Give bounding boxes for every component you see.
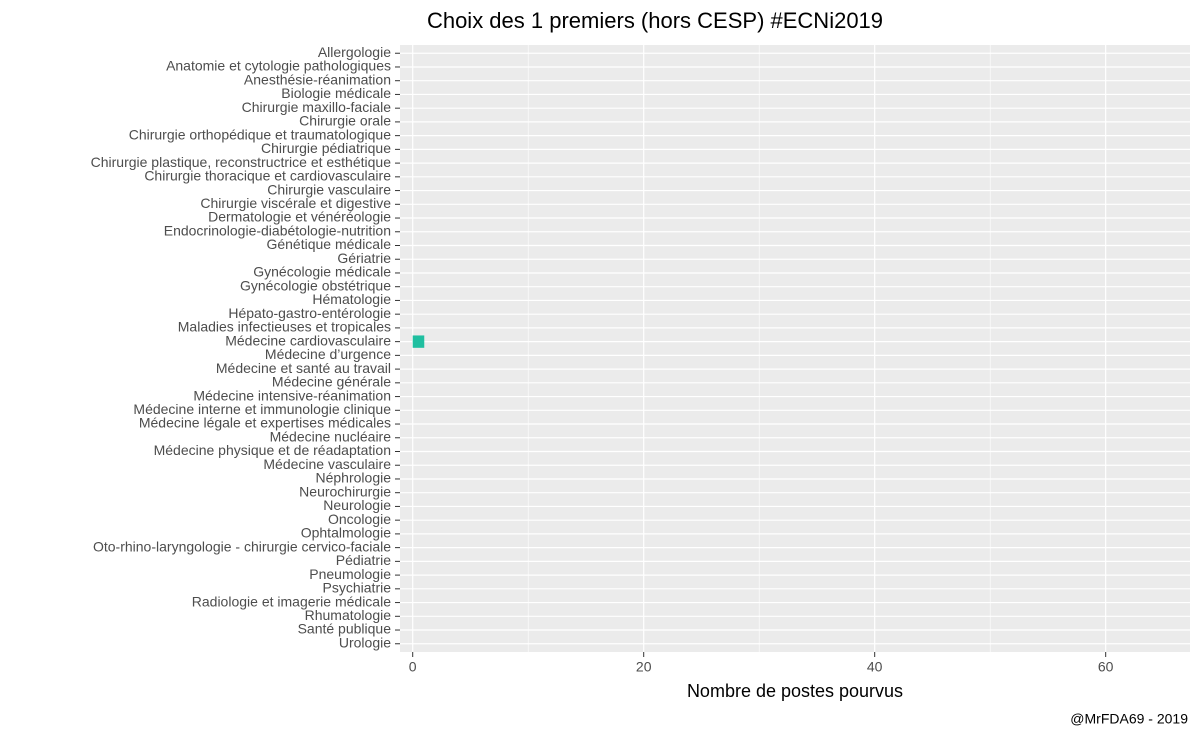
y-tick-label: Médecine interne et immunologie clinique (133, 401, 391, 417)
y-tick-label: Chirurgie plastique, reconstructrice et … (91, 154, 392, 170)
y-tick-label: Chirurgie maxillo-faciale (242, 99, 392, 115)
bar (412, 335, 425, 348)
y-tick-label: Médecine et santé au travail (216, 360, 391, 376)
y-tick-label: Gynécologie obstétrique (240, 277, 391, 293)
y-tick-label: Médecine d’urgence (265, 346, 391, 362)
y-tick-label: Rhumatologie (305, 607, 392, 623)
y-tick-label: Chirurgie viscérale et digestive (200, 195, 391, 211)
y-tick-label: Hématologie (312, 291, 391, 307)
y-tick-label: Chirurgie pédiatrique (261, 140, 391, 156)
y-tick-label: Maladies infectieuses et tropicales (178, 319, 391, 335)
x-tick-label: 60 (1098, 659, 1114, 675)
y-tick-label: Psychiatrie (323, 580, 392, 596)
y-tick-label: Néphrologie (316, 470, 392, 486)
y-tick-label: Ophtalmologie (301, 525, 391, 541)
y-tick-label: Médecine légale et expertises médicales (139, 415, 391, 431)
y-tick-label: Génétique médicale (266, 236, 391, 252)
y-tick-label: Oto-rhino-laryngologie - chirurgie cervi… (93, 538, 391, 554)
x-tick-label: 40 (867, 659, 883, 675)
x-axis-label: Nombre de postes pourvus (687, 681, 903, 701)
y-tick-label: Endocrinologie-diabétologie-nutrition (164, 222, 391, 238)
y-tick-label: Pédiatrie (336, 552, 391, 568)
chart-title: Choix des 1 premiers (hors CESP) #ECNi20… (427, 8, 883, 33)
y-tick-label: Radiologie et imagerie médicale (192, 593, 391, 609)
y-tick-label: Neurologie (323, 497, 391, 513)
y-tick-label: Neurochirurgie (299, 483, 391, 499)
y-tick-label: Médecine intensive-réanimation (193, 387, 391, 403)
y-tick-label: Médecine générale (272, 374, 391, 390)
y-tick-label: Médecine physique et de réadaptation (154, 442, 391, 458)
y-tick-label: Chirurgie orale (299, 113, 391, 129)
y-tick-label: Urologie (339, 634, 391, 650)
y-tick-label: Oncologie (328, 511, 391, 527)
y-tick-label: Pneumologie (309, 566, 391, 582)
y-tick-label: Chirurgie vasculaire (267, 181, 391, 197)
y-tick-label: Hépato-gastro-entérologie (228, 305, 391, 321)
y-tick-label: Chirurgie orthopédique et traumatologiqu… (129, 126, 391, 142)
y-tick-label: Médecine cardiovasculaire (225, 332, 391, 348)
y-tick-label: Médecine vasculaire (263, 456, 391, 472)
y-tick-label: Gériatrie (337, 250, 391, 266)
panel (400, 45, 1190, 652)
y-tick-label: Santé publique (298, 621, 392, 637)
y-tick-label: Dermatologie et vénéréologie (208, 209, 391, 225)
caption: @MrFDA69 - 2019 (1070, 711, 1188, 727)
y-tick-label: Gynécologie médicale (253, 264, 391, 280)
x-tick-label: 0 (409, 659, 417, 675)
y-tick-label: Allergologie (318, 44, 391, 60)
x-tick-label: 20 (636, 659, 652, 675)
y-tick-label: Médecine nucléaire (270, 428, 392, 444)
y-tick-label: Biologie médicale (281, 85, 391, 101)
y-tick-label: Anatomie et cytologie pathologiques (166, 58, 391, 74)
y-tick-label: Anesthésie-réanimation (244, 71, 391, 87)
y-tick-label: Chirurgie thoracique et cardiovasculaire (144, 168, 391, 184)
